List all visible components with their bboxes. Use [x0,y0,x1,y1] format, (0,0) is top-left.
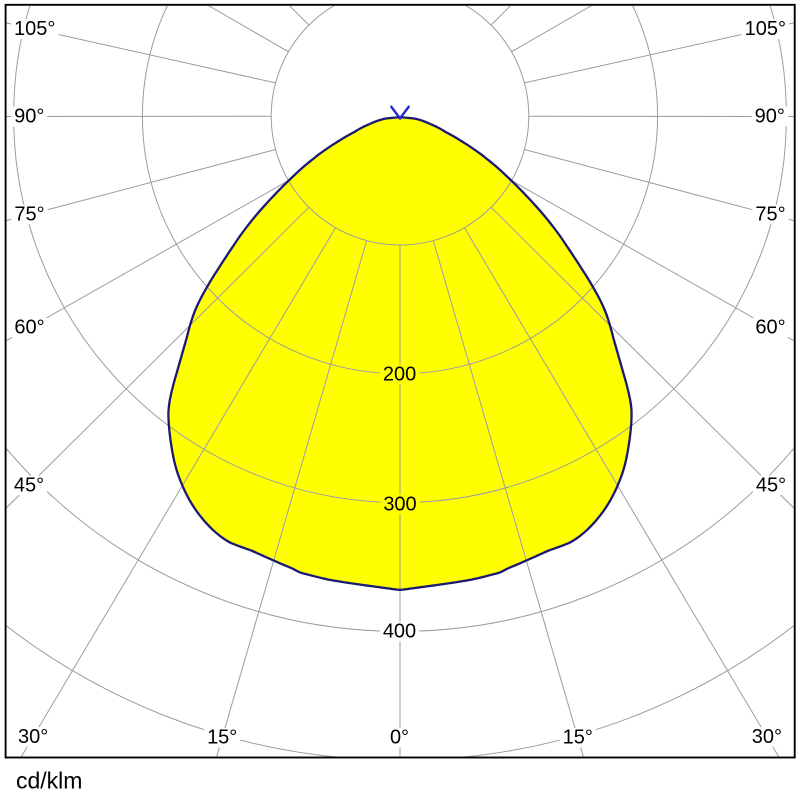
svg-text:30°: 30° [18,726,48,748]
svg-text:400: 400 [383,621,416,643]
svg-text:60°: 60° [755,317,785,339]
svg-text:0°: 0° [390,727,409,749]
svg-text:105°: 105° [745,18,786,40]
svg-text:105°: 105° [14,18,55,40]
svg-text:45°: 45° [14,474,44,496]
svg-text:90°: 90° [14,106,44,128]
svg-text:90°: 90° [755,105,785,127]
svg-text:60°: 60° [14,317,44,339]
svg-text:75°: 75° [755,204,785,226]
svg-text:30°: 30° [752,726,782,748]
svg-text:15°: 15° [563,727,593,749]
svg-text:75°: 75° [14,204,44,226]
svg-text:200: 200 [383,363,416,385]
svg-text:cd/klm: cd/klm [16,767,82,793]
svg-text:15°: 15° [207,727,237,749]
svg-text:300: 300 [383,494,416,516]
svg-text:45°: 45° [756,474,786,496]
